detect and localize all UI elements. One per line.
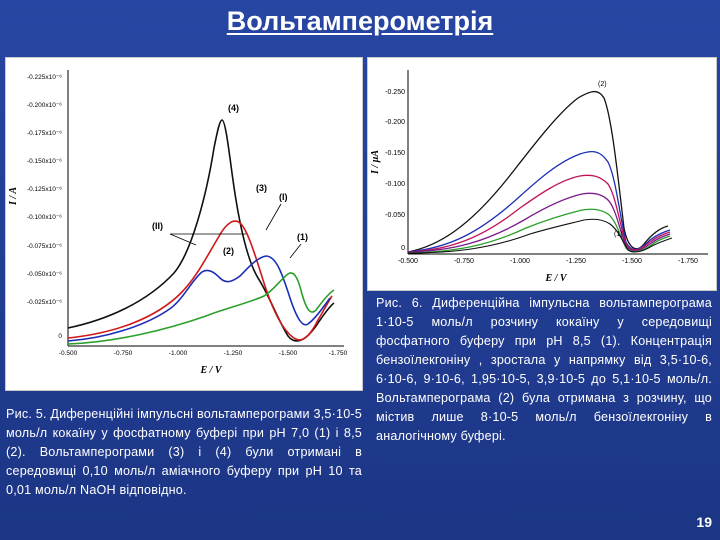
y-axis-label: I / A [8,187,19,206]
x-axis-label: E / V [544,273,567,284]
curve-label: (I) [279,192,288,202]
y-tick-label: -0.250 [385,89,405,96]
y-tick-label: 0 [401,245,405,252]
y-tick-label: -0.100 [385,181,405,188]
concentration-curve [407,192,671,253]
pointer-line [169,233,197,246]
x-tick-label: -1.750 [329,350,348,357]
x-tick-label: -0.750 [114,350,133,357]
x-tick-label: -1.750 [678,258,698,265]
y-tick-label: -0.200 [385,119,405,126]
figure-5-panel: -0.225x10⁻⁶ -0.200x10⁻⁶ -0.175x10⁻⁶ -0.1… [5,57,363,391]
y-tick-label: -0.100x10⁻⁶ [27,214,62,221]
y-tick-label: -0.175x10⁻⁶ [27,130,62,137]
curve-2 [407,90,669,253]
curve-label: (1) [614,231,623,238]
figure-6-plot: -0.250 -0.200 -0.150 -0.100 -0.050 0 -0.… [370,70,708,284]
curve-3 [67,220,333,341]
x-tick-label: -1.250 [224,350,243,357]
x-tick-label: -1.250 [566,258,586,265]
pointer-line [265,203,282,231]
x-tick-label: -0.750 [454,258,474,265]
y-tick-label: -0.225x10⁻⁶ [27,74,62,81]
concentration-curve [407,174,671,253]
curve-label: (3) [256,183,267,193]
y-tick-label: -0.150x10⁻⁶ [27,158,62,165]
curve-label: (2) [223,246,234,256]
y-tick-label: -0.150 [385,150,405,157]
curve-1 [407,218,673,254]
concentration-curve [407,150,671,253]
x-tick-label: -1.000 [510,258,530,265]
curve-1 [67,272,335,345]
x-tick-label: -1.500 [279,350,298,357]
x-tick-label: -1.500 [622,258,642,265]
curve-label: (1) [297,232,308,242]
y-tick-label: -0.125x10⁻⁶ [27,186,62,193]
y-tick-label: -0.050 [385,212,405,219]
pointer-line [289,243,302,259]
figure-5-caption: Рис. 5. Диференційні імпульсні вольтампе… [6,407,362,497]
x-tick-label: -0.500 [398,258,418,265]
curve-label: (4) [228,103,239,113]
y-tick-label: -0.050x10⁻⁶ [27,271,62,278]
figure-5-plot: -0.225x10⁻⁶ -0.200x10⁻⁶ -0.175x10⁻⁶ -0.1… [8,70,348,376]
curve-label: (II) [152,221,163,231]
concentration-curve [407,208,671,254]
x-tick-label: -1.000 [169,350,188,357]
slide-title: Вольтамперометрія [226,6,494,36]
figure-6-panel: -0.250 -0.200 -0.150 -0.100 -0.050 0 -0.… [367,57,717,291]
page-number: 19 [696,514,712,530]
x-tick-label: -0.500 [59,350,78,357]
x-axis-label: E / V [199,365,222,376]
y-tick-label: -0.075x10⁻⁶ [27,243,62,250]
curve-label: (2) [598,81,607,88]
y-tick-label: -0.025x10⁻⁶ [27,299,62,306]
y-tick-label: 0 [58,333,62,340]
curve-2 [67,255,331,342]
figure-6-caption: Рис. 6. Диференційна імпульсна вольтампе… [376,296,712,443]
y-tick-label: -0.200x10⁻⁶ [27,102,62,109]
y-axis-label: I / µA [370,150,381,175]
